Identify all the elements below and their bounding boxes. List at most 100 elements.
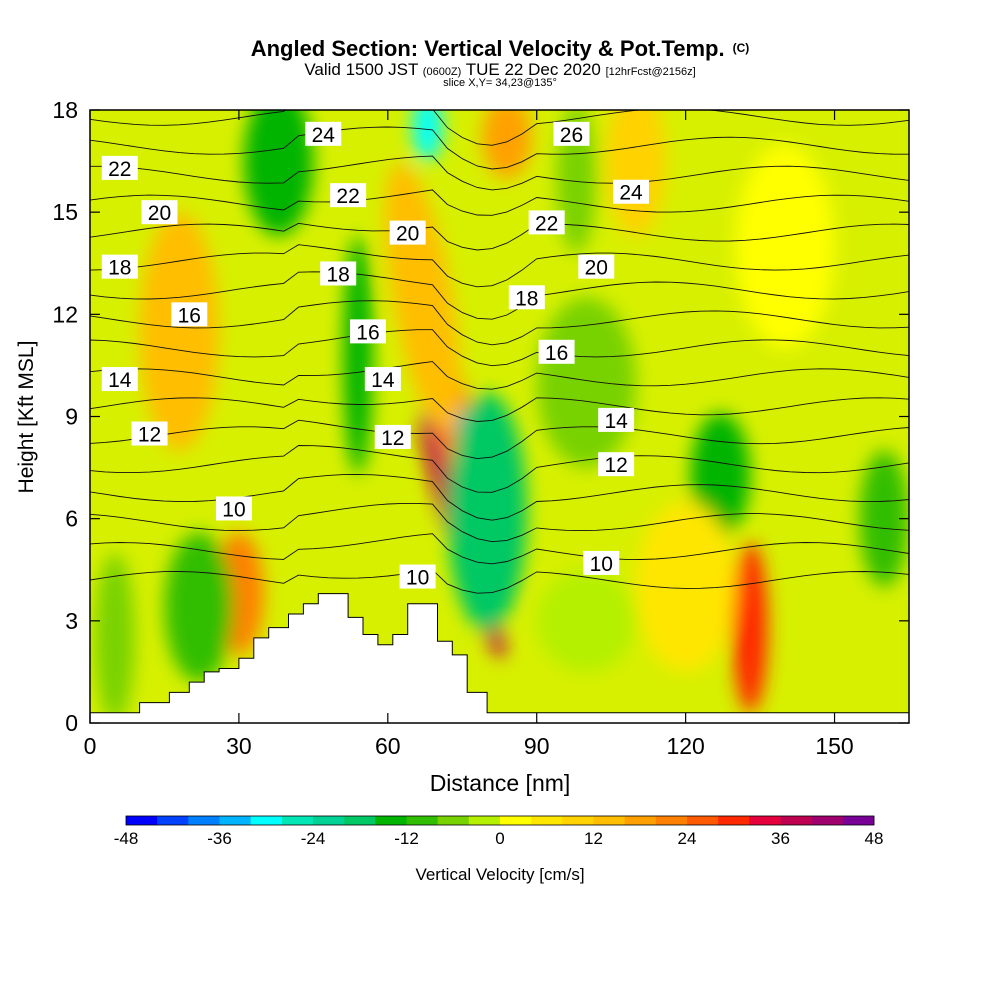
subtitle-valid: Valid 1500 JST <box>304 60 419 79</box>
colorbar-tick-label: 36 <box>771 829 790 848</box>
contour-label: 22 <box>101 155 138 181</box>
contour-label-box <box>528 210 565 235</box>
contour-label-text: 14 <box>108 369 132 392</box>
colorbar-swatch <box>157 816 189 825</box>
contour-label: 10 <box>215 496 252 521</box>
isentrope-line <box>90 271 909 320</box>
colorbar-tick-label: 12 <box>584 829 603 848</box>
contour-label: 18 <box>101 254 138 280</box>
contour-label-box <box>101 367 138 392</box>
contour-label: 14 <box>598 407 635 433</box>
isentrope-line <box>90 502 909 543</box>
x-tick-label: 0 <box>84 733 97 759</box>
x-tick-label: 120 <box>666 733 704 759</box>
colorbar-tick-label: 48 <box>865 829 884 848</box>
contour-label: 12 <box>374 424 411 450</box>
velocity-cell <box>343 236 373 475</box>
colorbar-swatch <box>718 816 750 825</box>
colorbar-swatch <box>811 816 844 825</box>
title-text: Angled Section: Vertical Velocity & Pot.… <box>250 36 725 61</box>
velocity-cell <box>732 542 768 713</box>
colorbar-swatch <box>655 816 688 825</box>
contour-label-box <box>131 421 168 446</box>
contour-label-box <box>101 155 138 180</box>
isentrope-line <box>90 533 909 565</box>
velocity-cell <box>447 392 527 632</box>
x-tick-label: 30 <box>226 733 252 759</box>
colorbar-swatch <box>437 816 470 825</box>
x-axis-label: Distance [nm] <box>430 770 571 796</box>
contour-label: 10 <box>583 550 620 576</box>
terrain-profile <box>90 593 909 723</box>
contour-label-text: 12 <box>604 454 627 477</box>
contour-label: 14 <box>364 367 401 392</box>
velocity-cell <box>243 110 314 236</box>
isentrope-line <box>90 419 909 460</box>
subtitle-zulu: (0600Z) <box>422 66 462 78</box>
contour-label-text: 10 <box>406 567 429 590</box>
y-tick-label: 3 <box>65 608 78 634</box>
colorbar-swatch <box>250 816 283 825</box>
contour-label-text: 22 <box>336 185 359 208</box>
colorbar-swatch <box>375 816 407 825</box>
colorbar-swatch <box>344 816 376 825</box>
contour-label-box <box>613 179 650 204</box>
colorbar-swatch <box>624 816 657 825</box>
colorbar-swatch <box>562 816 594 825</box>
velocity-cell <box>536 297 636 468</box>
contour-label: 14 <box>101 367 138 392</box>
contour-label-text: 20 <box>585 257 608 280</box>
y-tick-label: 15 <box>52 199 78 225</box>
contour-label-text: 24 <box>312 124 336 147</box>
isentrope-line <box>90 300 909 346</box>
isentrope-line <box>90 126 909 170</box>
isentrope-line <box>90 329 909 367</box>
colorbar-tick-label: -36 <box>207 829 232 848</box>
theta-contours <box>90 110 909 594</box>
velocity-cell <box>690 413 751 536</box>
contour-label-text: 16 <box>356 321 379 344</box>
colorbar-swatch <box>842 816 875 825</box>
chart-title: Angled Section: Vertical Velocity & Pot.… <box>0 36 1000 62</box>
velocity-cell <box>139 212 220 451</box>
contour-label-box <box>374 424 411 449</box>
velocity-cell <box>94 552 135 723</box>
colorbar-swatch <box>687 816 719 825</box>
colorbar-swatch <box>531 816 563 825</box>
contour-labels: 22 20 18 16 14 12 10 24 22 20 18 16 14 12 10 26 24 22 20 18… <box>101 121 650 590</box>
colorbar-frame <box>125 815 875 826</box>
contour-label-box <box>101 254 138 279</box>
contour-label-text: 20 <box>148 202 171 225</box>
contour-label: 16 <box>171 302 208 327</box>
contour-label-text: 26 <box>560 124 583 147</box>
subtitle-forecast: [12hrFcst@2156z] <box>605 66 696 78</box>
colorbar-swatch <box>126 816 158 825</box>
x-tick-label: 60 <box>375 733 401 759</box>
contour-label: 24 <box>613 179 650 205</box>
velocity-cell <box>735 144 835 349</box>
contour-label-box <box>215 496 252 521</box>
isentrope-line <box>90 110 909 146</box>
contour-label-text: 14 <box>604 410 628 433</box>
contour-label-text: 10 <box>222 498 245 521</box>
colorbar: -48 -36 -24 -12 0 12 24 36 48 <box>114 815 884 848</box>
colorbar-swatch <box>468 816 501 825</box>
contour-label-box <box>141 200 178 225</box>
subtitle-date: TUE 22 Dec 2020 <box>465 60 601 79</box>
x-tick-label: 150 <box>815 733 853 759</box>
contour-label-text: 18 <box>515 287 538 310</box>
contour-label-box <box>538 339 575 364</box>
contour-label: 18 <box>508 285 545 310</box>
slice-label: slice X,Y= 34,23@135° <box>443 77 557 89</box>
contour-label-box <box>399 564 436 589</box>
velocity-cell <box>412 110 443 162</box>
contour-label-box <box>349 319 386 344</box>
contour-label-box <box>389 220 426 245</box>
y-tick-label: 12 <box>52 301 78 327</box>
contour-label-text: 22 <box>535 212 558 235</box>
contour-label: 20 <box>389 220 426 246</box>
contour-label-text: 12 <box>138 424 161 447</box>
colorbar-swatch <box>749 816 781 825</box>
contour-label-box <box>508 285 545 310</box>
